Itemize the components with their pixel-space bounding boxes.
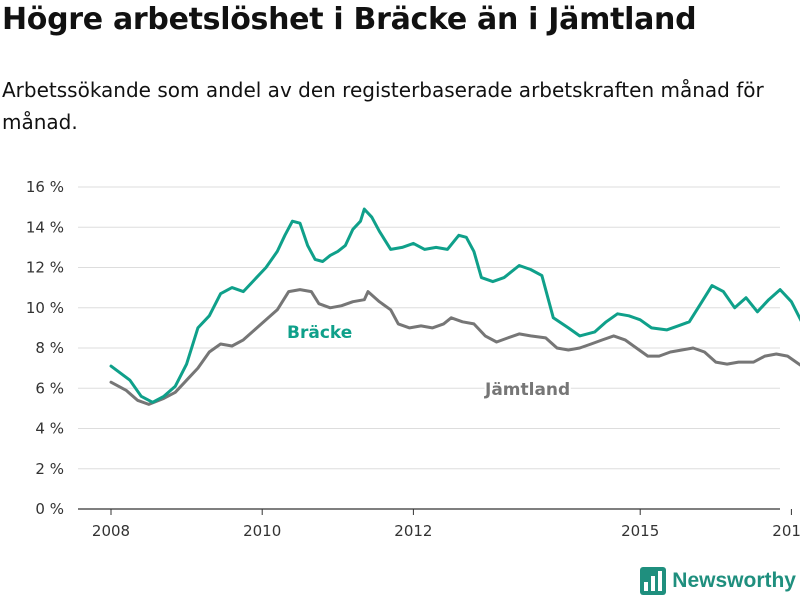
x-tick-label: 2008 [92, 522, 130, 540]
y-tick-label: 4 % [35, 420, 64, 438]
x-tick-label: 2010 [243, 522, 281, 540]
y-tick-label: 8 % [35, 339, 64, 357]
x-tick-label: 2015 [621, 522, 659, 540]
series-label-bracke: Bräcke [287, 323, 352, 343]
series-label-jamtland: Jämtland [484, 380, 570, 400]
brand-name: Newsworthy [672, 569, 796, 592]
y-tick-label: 10 % [26, 299, 64, 317]
bar-chart-logo-icon [640, 567, 667, 595]
y-tick-label: 0 % [35, 500, 64, 518]
series-lines [109, 207, 800, 406]
y-tick-label: 12 % [26, 259, 64, 277]
page-title: Högre arbetslöshet i Bräcke än i Jämtlan… [2, 2, 697, 37]
gridlines [78, 186, 780, 510]
y-axis-ticks: 0 % 2 % 4 % 6 % 8 % 10 % 12 % 14 % 16 % [26, 178, 64, 518]
y-tick-label: 2 % [35, 460, 64, 478]
x-tick-label: 2017 [772, 522, 800, 540]
y-tick-label: 14 % [26, 218, 64, 236]
series-line-jamtland [109, 288, 800, 406]
y-tick-label: 16 % [26, 178, 64, 196]
x-axis-ticks: 20082010201220152017202020222024 [92, 509, 800, 540]
page-subtitle: Arbetssökande som andel av den registerb… [2, 78, 764, 134]
x-tick-label: 2012 [394, 522, 432, 540]
newsworthy-brand[interactable]: Newsworthy [640, 564, 796, 598]
y-tick-label: 6 % [35, 379, 64, 397]
series-labels: BräckeJämtland5,1 %4,6 % [285, 321, 572, 402]
series-line-bracke [109, 207, 800, 404]
